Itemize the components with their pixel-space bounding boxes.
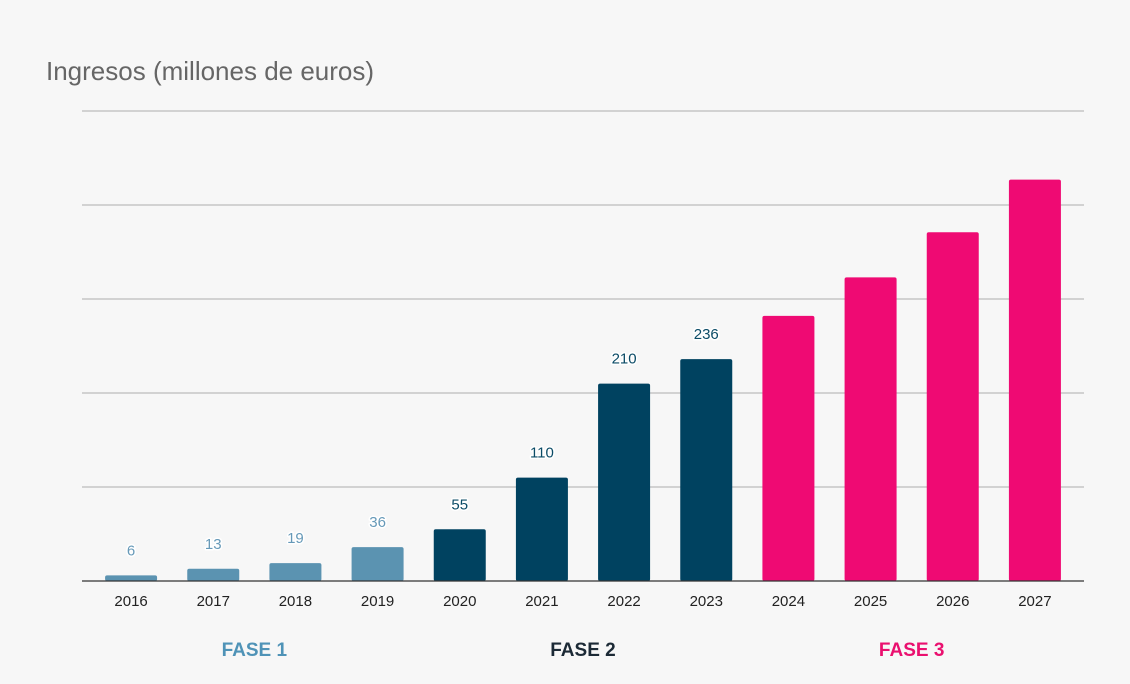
x-tick-label: 2021 — [525, 593, 558, 610]
data-label: 210 — [612, 351, 637, 368]
data-labels: 6 13 19 36 55 110 210 236 — [125, 325, 720, 561]
bar-2018 — [269, 563, 322, 581]
bar-2025 — [844, 277, 897, 581]
data-label: 55 — [451, 496, 468, 513]
data-label: 6 — [127, 542, 135, 559]
x-tick-label: 2019 — [361, 593, 394, 610]
bars — [105, 179, 1061, 581]
bar-2027 — [1008, 179, 1061, 581]
x-tick-label: 2026 — [936, 593, 969, 610]
bar-2023 — [680, 359, 733, 581]
data-label: 110 — [530, 445, 554, 462]
x-tick-label: 2018 — [279, 593, 312, 610]
x-tick-label: 2027 — [1018, 593, 1051, 610]
phase-labels: FASE 1 FASE 2 FASE 3 — [222, 640, 945, 661]
data-label: 19 — [287, 530, 304, 547]
bar-2026 — [926, 232, 979, 581]
x-tick-label: 2023 — [690, 593, 723, 610]
gridlines — [82, 110, 1084, 488]
chart-title: Ingresos (millones de euros) — [46, 56, 374, 86]
bar-2019 — [351, 547, 404, 581]
data-label: 13 — [205, 536, 222, 553]
phase-label: FASE 3 — [879, 640, 944, 661]
x-axis-ticks: 2016 2017 2018 2019 2020 2021 2022 2023 2024 2025… — [114, 593, 1051, 610]
phase-label: FASE 2 — [550, 640, 615, 661]
bar-2024 — [762, 315, 815, 581]
x-tick-label: 2025 — [854, 593, 887, 610]
bar-2016 — [105, 575, 158, 581]
x-tick-label: 2024 — [772, 593, 805, 610]
bar-2017 — [187, 568, 240, 581]
x-tick-label: 2022 — [607, 593, 640, 610]
bar-2022 — [598, 383, 651, 581]
x-tick-label: 2020 — [443, 593, 476, 610]
bar-2020 — [433, 529, 486, 581]
x-tick-label: 2016 — [114, 593, 147, 610]
data-label: 36 — [369, 514, 386, 531]
bar-2021 — [515, 477, 568, 581]
x-tick-label: 2017 — [197, 593, 230, 610]
phase-label: FASE 1 — [222, 640, 288, 661]
data-label: 236 — [694, 326, 719, 343]
